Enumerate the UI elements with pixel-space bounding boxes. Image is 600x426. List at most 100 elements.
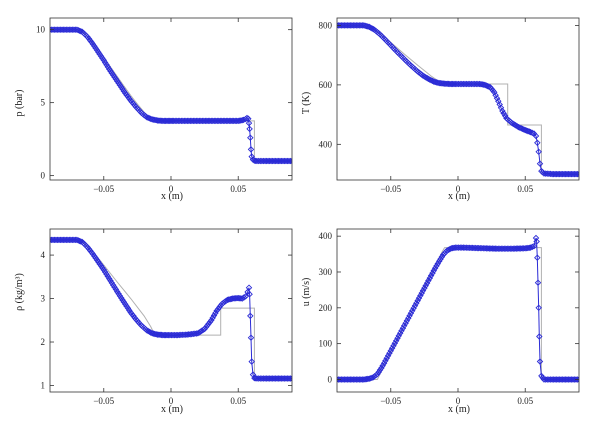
density-data-point: [204, 322, 211, 329]
density-x-tick-label: −0.05: [93, 396, 114, 406]
velocity-y-tick-label: 300: [319, 267, 333, 277]
density-data-point: [109, 281, 117, 289]
temperature-data-point: [534, 139, 541, 147]
density-data-point: [162, 331, 169, 339]
velocity-data-point: [575, 376, 579, 383]
velocity-data-point: [530, 242, 538, 250]
pressure-data-point: [97, 53, 105, 60]
density-data-point: [288, 375, 292, 382]
pressure-data-point: [237, 117, 245, 124]
pressure-data-point: [239, 116, 246, 124]
velocity-data-point: [536, 358, 544, 365]
temperature-x-tick-label: −0.05: [380, 184, 401, 194]
pressure-data-point: [242, 115, 249, 123]
velocity-y-tick-label: 200: [319, 303, 333, 313]
pressure-data-point: [287, 157, 292, 165]
pressure-data-point: [107, 67, 114, 75]
pressure-data-point: [118, 83, 125, 91]
velocity-data-point: [536, 333, 543, 340]
density-data-point: [101, 268, 109, 276]
temperature-data-point: [526, 128, 533, 135]
temperature-data-point: [493, 95, 501, 102]
velocity-simulation-line: [337, 237, 579, 380]
pressure-data-point: [103, 61, 110, 68]
density-data-point: [182, 331, 189, 338]
temperature-y-tick-label: 600: [319, 80, 333, 90]
panel-density: ρ (kg/m³) x (m) −0.05 0 0.05 1 2 3 4: [14, 228, 293, 415]
pressure-data-point: [112, 75, 120, 83]
pressure-data-point: [245, 119, 253, 127]
temperature-data-point: [527, 128, 534, 136]
pressure-data-point: [95, 49, 102, 56]
density-axes-frame: [49, 228, 293, 393]
pressure-data-point: [101, 59, 109, 66]
density-data-point: [216, 303, 223, 311]
density-data-point: [154, 331, 161, 338]
velocity-x-tick-label: −0.05: [380, 396, 401, 406]
density-y-tick-label: 2: [41, 337, 46, 347]
pressure-data-point: [119, 85, 126, 93]
velocity-data-point: [535, 304, 542, 312]
density-data-point: [105, 275, 113, 282]
density-ylabel: ρ (kg/m³): [14, 273, 25, 311]
pressure-simulation-markers: [50, 26, 292, 165]
density-data-point: [210, 312, 218, 319]
velocity-data-point: [435, 257, 443, 265]
velocity-data-point: [574, 376, 579, 383]
pressure-data-point: [115, 79, 122, 87]
pressure-data-point: [105, 65, 113, 73]
velocity-reference-line: [337, 247, 579, 380]
velocity-data-point: [379, 362, 386, 369]
density-data-point: [124, 305, 132, 312]
density-data-point: [201, 325, 208, 333]
pressure-x-tick-label: 0: [169, 184, 174, 194]
velocity-x-tick-label: 0: [456, 396, 461, 406]
density-data-point: [240, 294, 248, 301]
panel-velocity: u (m/s) x (m) −0.05 0 0.05 0 100 200 300 400: [301, 228, 580, 415]
pressure-reference-line: [50, 29, 292, 162]
density-data-point: [95, 258, 102, 266]
density-data-point: [233, 294, 241, 302]
pressure-data-point: [246, 125, 253, 133]
temperature-xlabel: x (m): [448, 191, 470, 202]
density-data-point: [287, 375, 292, 382]
pressure-data-point: [248, 153, 255, 160]
temperature-ylabel: T (K): [301, 92, 312, 114]
pressure-simulation-line: [50, 29, 292, 162]
density-data-point: [242, 293, 249, 300]
density-data-point: [214, 305, 222, 313]
density-data-point: [97, 262, 105, 270]
velocity-simulation-markers: [337, 234, 579, 383]
velocity-plot-area: [337, 234, 579, 383]
velocity-data-point: [367, 375, 374, 382]
density-data-point: [206, 318, 214, 326]
density-data-point: [122, 300, 129, 308]
pressure-y-tick-label: 5: [41, 98, 46, 108]
temperature-y-tick-label: 400: [319, 139, 333, 149]
temperature-data-point: [492, 92, 499, 99]
temperature-simulation-line: [337, 24, 579, 175]
velocity-data-point: [532, 234, 540, 242]
velocity-data-point: [526, 244, 533, 252]
temperature-data-point: [441, 80, 448, 87]
pressure-plot-area: [50, 26, 292, 165]
density-data-point: [205, 320, 212, 328]
temperature-data-point: [535, 148, 542, 156]
density-reference-line: [50, 239, 292, 379]
density-data-point: [208, 317, 215, 324]
panel-pressure: p (bar) x (m) −0.05 0 0.05 0 5 10: [14, 17, 293, 202]
density-data-point: [116, 292, 124, 300]
temperature-data-point: [499, 107, 506, 115]
density-data-point: [248, 358, 255, 365]
temperature-plot-area: [337, 22, 579, 178]
velocity-data-point: [438, 253, 446, 261]
pressure-data-point: [100, 57, 108, 64]
velocity-data-point: [431, 264, 439, 272]
density-y-tick-label: 3: [41, 294, 46, 304]
pressure-data-point: [154, 117, 161, 124]
velocity-data-point: [533, 238, 540, 245]
temperature-data-point: [536, 160, 544, 167]
velocity-data-point: [443, 247, 451, 254]
pressure-axes-frame: [49, 17, 293, 181]
pressure-data-point: [77, 28, 85, 35]
